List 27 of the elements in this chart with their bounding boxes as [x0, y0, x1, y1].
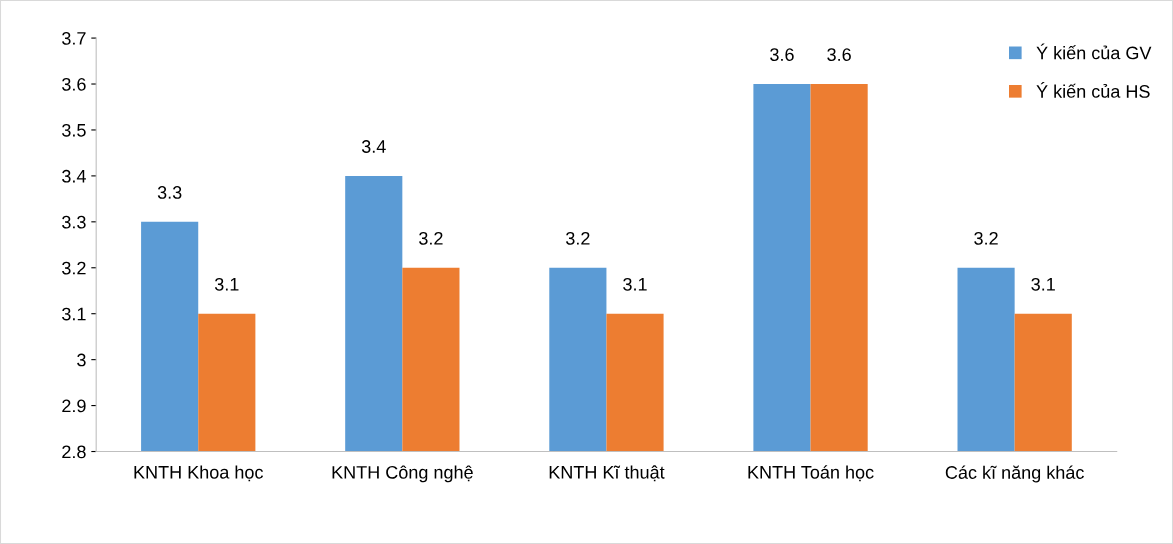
- data-label: 3.3: [157, 186, 182, 199]
- y-tick-label: 3.1: [62, 307, 86, 321]
- y-tick-label: 3.7: [62, 32, 86, 45]
- data-label: 3.4: [361, 140, 386, 153]
- x-tick-label: KNTH Công nghệ: [332, 465, 473, 483]
- y-tick-label: 3.6: [62, 77, 86, 91]
- data-label: 3.1: [214, 277, 239, 291]
- data-label: 3.6: [770, 48, 794, 61]
- y-tick-label: 3: [77, 353, 86, 367]
- y-tick-label: 3.3: [62, 215, 86, 229]
- y-tick-label: 3.4: [62, 169, 86, 183]
- data-label: 3.1: [1031, 277, 1055, 291]
- y-tick-label: 3.2: [62, 261, 86, 275]
- x-tick-label: KNTH Toán học: [748, 465, 874, 482]
- data-label: 3.1: [623, 277, 647, 291]
- data-label: 3.2: [974, 231, 998, 245]
- y-tick-label: 2.9: [62, 399, 86, 413]
- data-label: 3.6: [827, 48, 851, 61]
- x-tick-label: Các kĩ năng khác: [945, 465, 1084, 483]
- y-tick-label: 3.5: [62, 123, 86, 137]
- legend-label: Ý kiến của HS: [1036, 81, 1150, 98]
- x-tick-label: KNTH Khoa học: [134, 465, 263, 482]
- data-label: 3.2: [419, 231, 443, 245]
- x-tick-label: KNTH Kĩ thuật: [549, 465, 665, 482]
- data-label: 3.2: [566, 231, 590, 245]
- y-tick-label: 2.8: [62, 445, 86, 459]
- legend-label: Ý kiến của GV: [1036, 43, 1152, 60]
